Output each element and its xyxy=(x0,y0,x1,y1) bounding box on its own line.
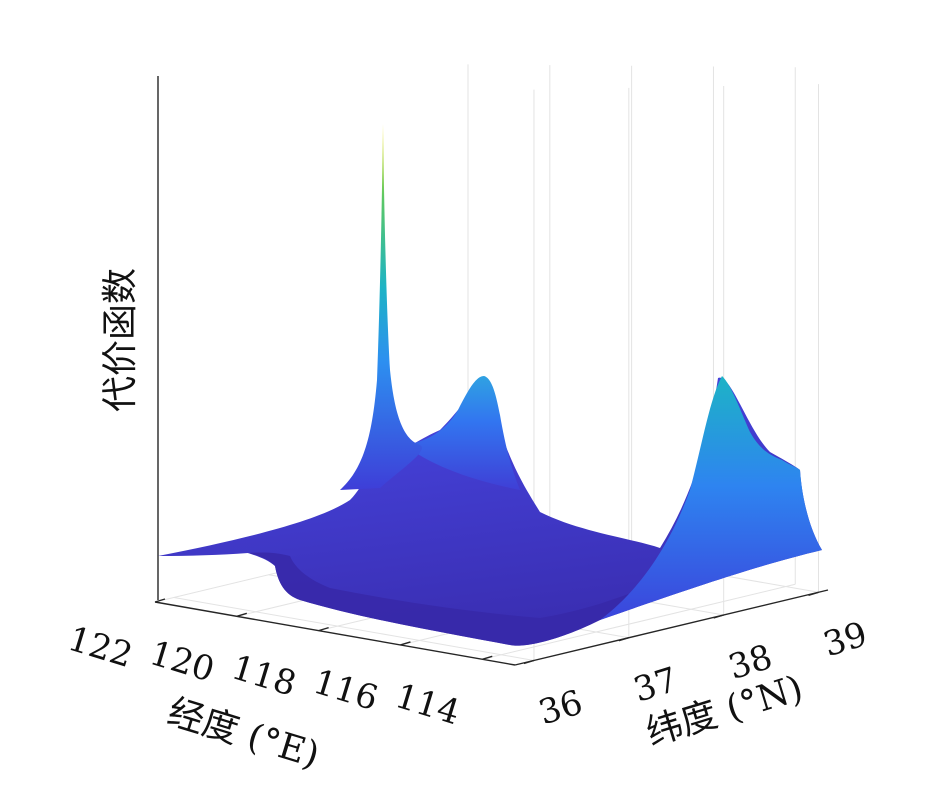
y-tick-label: 37 xyxy=(629,660,682,711)
z-axis-title: 代价函数 xyxy=(100,268,141,412)
y-axis-line xyxy=(514,589,829,666)
floor-grid-line xyxy=(173,596,535,661)
y-tick-label: 39 xyxy=(819,614,872,665)
x-axis-line xyxy=(154,601,516,666)
right-peak xyxy=(600,376,822,620)
x-tick-label: 122 xyxy=(63,619,137,676)
surface-front-face xyxy=(248,552,660,646)
y-tick-label: 36 xyxy=(534,682,587,733)
x-tick-mark xyxy=(318,626,329,632)
x-tick-label: 120 xyxy=(145,633,219,690)
x-tick-mark xyxy=(482,655,493,660)
x-tick-mark xyxy=(400,641,411,646)
x-tick-mark xyxy=(154,598,166,603)
x-tick-mark xyxy=(236,612,248,617)
x-tick-label: 116 xyxy=(309,662,383,719)
x-axis-title: 经度 (°E) xyxy=(163,692,324,777)
x-tick-label: 114 xyxy=(391,676,465,733)
surface xyxy=(158,124,822,646)
broad-peak xyxy=(405,376,520,490)
narrow-spike xyxy=(340,124,422,490)
x-tick-label: 118 xyxy=(227,648,301,705)
